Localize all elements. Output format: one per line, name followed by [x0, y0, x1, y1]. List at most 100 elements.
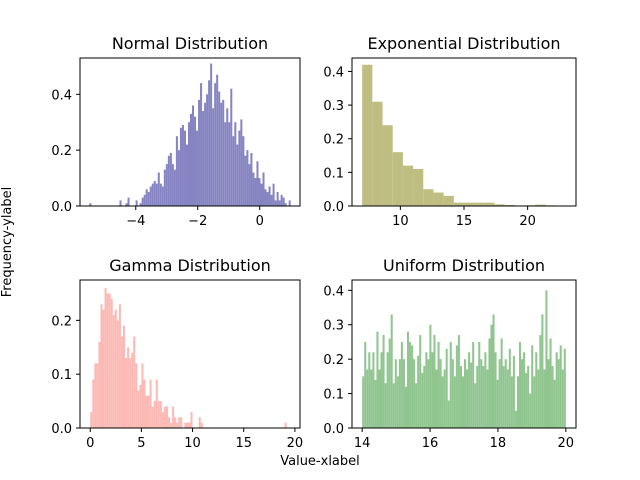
gamma-bar [122, 325, 126, 428]
uniform-bar [402, 359, 405, 428]
normal-bar [206, 94, 209, 206]
gamma-bar [180, 417, 183, 428]
uniform-bar [514, 410, 517, 428]
uniform-bar [421, 372, 424, 428]
uniform-bar [398, 359, 401, 428]
exponential-bar [413, 169, 424, 206]
uniform-bar [396, 376, 399, 428]
gamma-bar [149, 379, 152, 428]
uniform-bar [429, 324, 432, 428]
uniform-bar [370, 369, 373, 428]
exponential-bar [433, 192, 444, 206]
normal-bar [262, 172, 265, 206]
exponential-bar [474, 202, 485, 206]
normal-bar [135, 200, 138, 206]
normal-panel: −4 −2 0 0.0 0.2 0.4 Normal Distribution [51, 34, 301, 229]
gamma-bar [137, 390, 140, 428]
uniform-panel: 14 16 18 20 0.0 0.1 0.2 0.3 0.4 Uniform Distribut… [323, 256, 577, 451]
uniform-bar [433, 335, 436, 428]
gamma-ytick-label: 0.0 [51, 422, 72, 437]
uniform-ytick-label: 0.1 [323, 388, 344, 403]
uniform-bar [555, 352, 558, 428]
gamma-bar [147, 395, 150, 428]
exponential-xtick-label: 10 [392, 214, 409, 229]
gamma-bar [106, 293, 109, 428]
gamma-bar [94, 363, 97, 428]
normal-bar [157, 172, 160, 206]
exponential-xtick-label: 15 [456, 214, 473, 229]
normal-bar [280, 194, 283, 206]
uniform-ytick-label: 0.3 [323, 319, 344, 334]
uniform-axes-frame [351, 279, 577, 429]
gamma-bar [131, 352, 134, 428]
normal-bar [278, 200, 281, 206]
uniform-bar [541, 314, 544, 428]
uniform-bar [425, 352, 428, 428]
gamma-bar [157, 401, 160, 428]
uniform-bar [496, 379, 499, 428]
normal-bar [177, 150, 180, 206]
gamma-bar [143, 379, 146, 428]
normal-bar [212, 108, 215, 206]
gamma-bar [145, 395, 148, 428]
uniform-bar [364, 341, 367, 428]
uniform-bar [474, 383, 477, 428]
gamma-bar [114, 309, 117, 428]
gamma-bar [102, 309, 105, 428]
uniform-bar [378, 369, 381, 428]
normal-bar [151, 183, 154, 206]
normal-bar [155, 183, 158, 206]
uniform-bar [439, 359, 442, 428]
uniform-bar [451, 359, 454, 428]
uniform-bar [372, 352, 375, 428]
exponential-bar [392, 152, 403, 206]
uniform-bar [523, 352, 526, 428]
gamma-bar [190, 411, 193, 428]
gamma-axes-frame [79, 279, 301, 429]
gamma-bar [100, 304, 103, 428]
gamma-bar [153, 401, 156, 428]
normal-bar [179, 127, 182, 206]
exponential-xtick-label: 20 [519, 214, 536, 229]
gamma-xtick-label: 10 [184, 436, 201, 451]
uniform-bar [400, 341, 403, 428]
uniform-bar [500, 338, 503, 428]
uniform-bar [488, 338, 491, 428]
uniform-bar [423, 366, 426, 428]
normal-ytick-label: 0.2 [51, 144, 72, 159]
normal-bar [244, 155, 247, 206]
uniform-bar [453, 376, 456, 428]
gamma-bar [104, 288, 107, 428]
normal-xtick-label: −4 [126, 214, 145, 229]
uniform-bar [406, 331, 410, 428]
gamma-xtick-label: 15 [235, 436, 252, 451]
uniform-bar [445, 348, 448, 428]
normal-bar [139, 203, 142, 206]
gamma-bar [125, 358, 128, 428]
exponential-panel: 10 15 20 0.0 0.1 0.2 0.3 0.4 Exponential Distrib… [323, 34, 577, 229]
uniform-bar [478, 341, 481, 428]
normal-bar [210, 63, 213, 206]
uniform-bar [466, 369, 469, 428]
uniform-bar [494, 352, 497, 428]
normal-bar [185, 144, 188, 206]
uniform-bar [547, 359, 550, 428]
exponential-bar [362, 64, 373, 206]
normal-bar [288, 200, 291, 206]
uniform-bar [419, 335, 422, 428]
gamma-bar [139, 384, 142, 428]
normal-bar [141, 197, 144, 206]
uniform-bar [504, 359, 507, 428]
uniform-bar [427, 359, 430, 428]
exponential-bar [494, 204, 505, 206]
gamma-ytick-label: 0.2 [51, 314, 72, 329]
uniform-ytick-label: 0.4 [323, 284, 344, 299]
normal-bar [119, 200, 122, 206]
normal-bar [230, 88, 233, 206]
uniform-bar [527, 366, 530, 428]
uniform-bar [441, 376, 444, 428]
gamma-bar [159, 401, 162, 428]
uniform-bar [492, 314, 495, 428]
gamma-xtick-label: 5 [137, 436, 145, 451]
uniform-xtick-label: 20 [558, 436, 575, 451]
